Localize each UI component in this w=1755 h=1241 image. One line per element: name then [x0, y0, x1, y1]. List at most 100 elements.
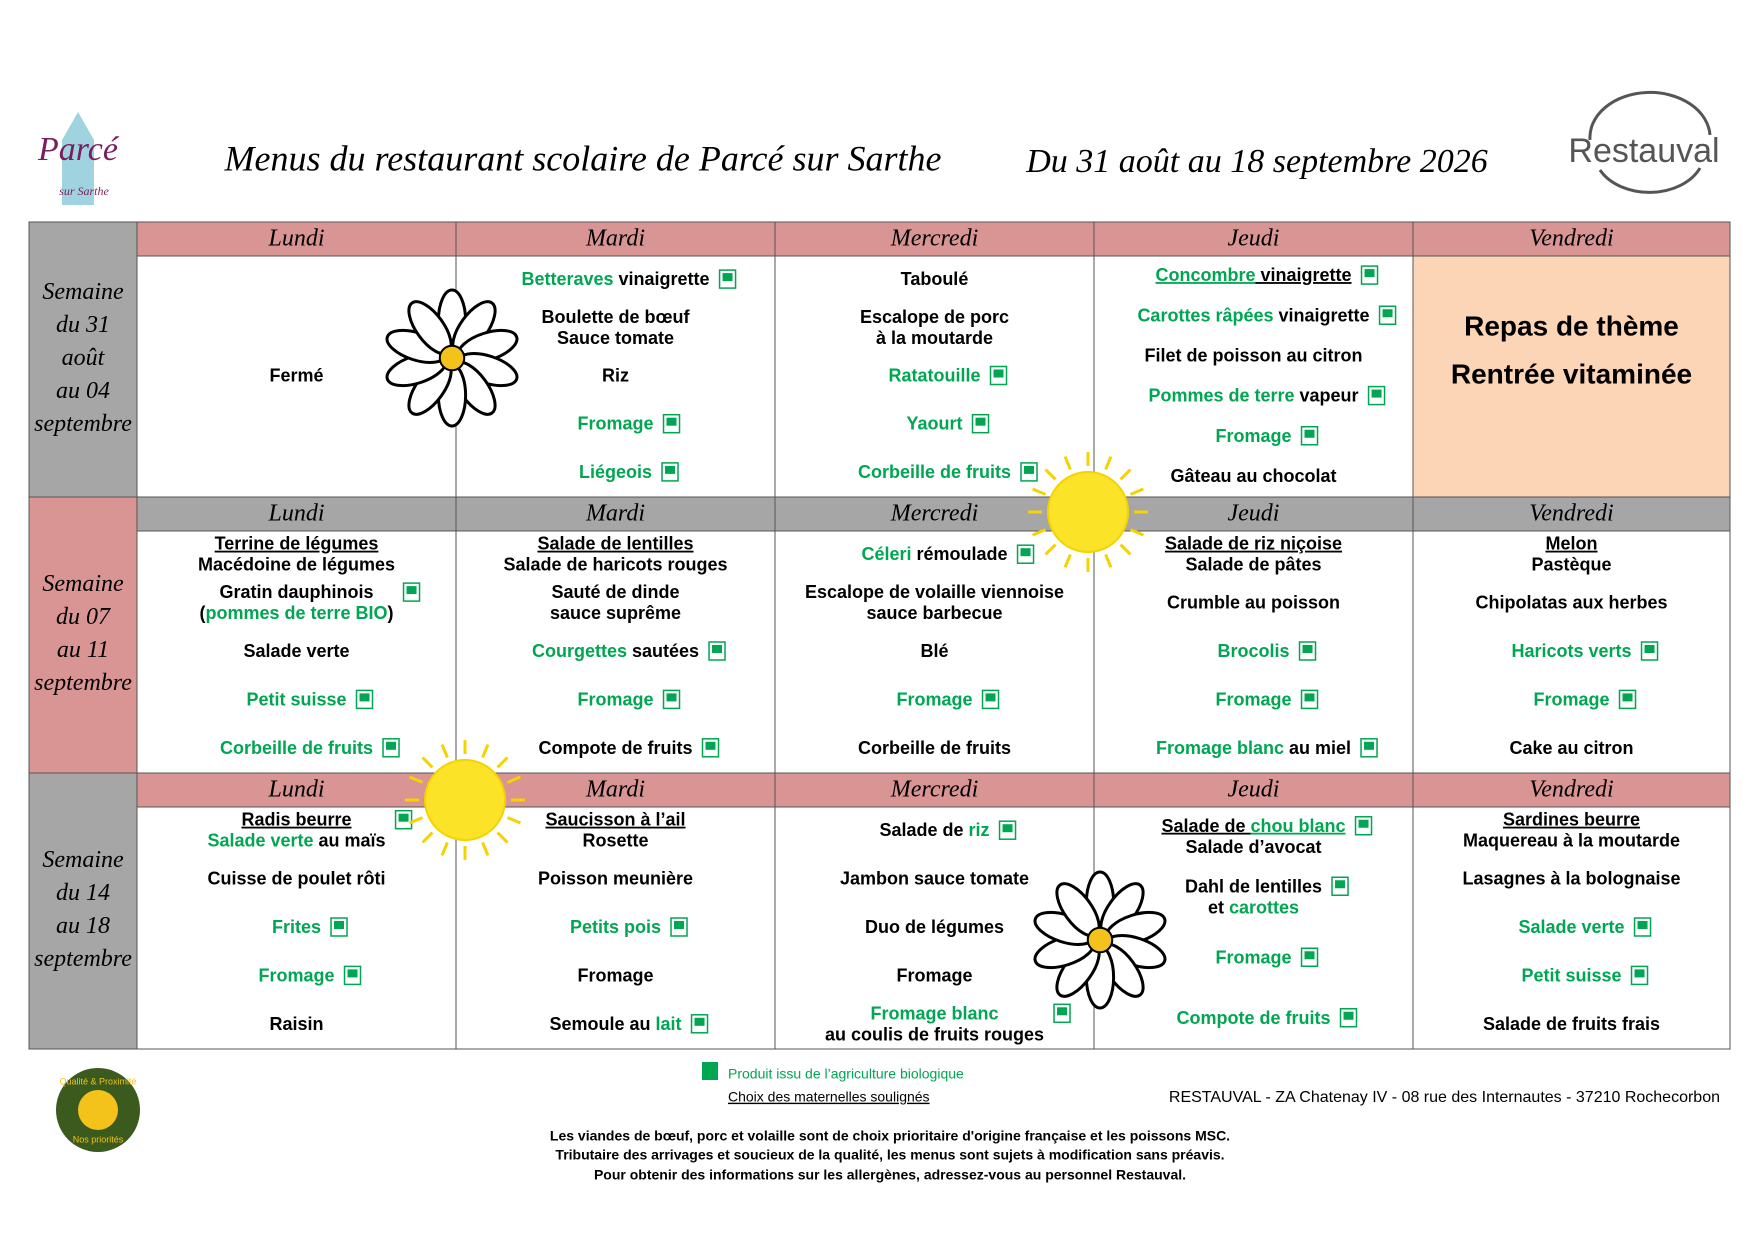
menu-text: Macédoine de légumes: [198, 554, 395, 574]
menu-text: Blé: [920, 641, 948, 661]
menu-line: Fromage: [577, 689, 653, 709]
menu-line: Salade de lentilles: [537, 533, 693, 553]
menu-text: Salade verte: [207, 830, 313, 850]
menu-text: Sauté de dinde: [551, 582, 679, 602]
menu-line: Raisin: [269, 1014, 323, 1034]
ab-mark: [1343, 1011, 1354, 1020]
menu-line: Concombre vinaigrette: [1155, 265, 1351, 285]
day-header: [136, 772, 457, 808]
sun-ray: [1031, 487, 1047, 496]
ab-mark: [1371, 389, 1382, 398]
day-name: Mercredi: [890, 226, 979, 252]
menu-text: chou blanc: [1251, 816, 1346, 836]
menu-line: (pommes de terre BIO): [199, 603, 393, 623]
menu-text: riz: [969, 820, 990, 840]
ab-icon: [670, 917, 688, 937]
ab-mark: [1634, 969, 1645, 978]
ab-icon: [971, 413, 990, 434]
ab-mark: [406, 586, 417, 595]
day-name: Mercredi: [890, 501, 979, 527]
menu-text: Repas de thème: [1464, 311, 1679, 342]
brand: Restauval: [1568, 132, 1719, 170]
menu-text: Fromage: [577, 689, 653, 709]
sun-ray: [496, 756, 509, 769]
day-name: Lundi: [267, 501, 324, 527]
menu-text: et: [1208, 897, 1229, 917]
week-label: du 07: [56, 604, 111, 630]
day-header: [1093, 772, 1414, 808]
menu-line: Brocolis: [1217, 641, 1289, 661]
menu-text: Jambon sauce tomate: [840, 868, 1029, 888]
menu-text: Salade verte: [243, 641, 349, 661]
menu-text: Fromage: [258, 965, 334, 985]
menu-text: vinaigrette: [614, 269, 710, 289]
menu-text: pommes de terre BIO: [205, 603, 387, 623]
menu-text: Compote de fruits: [538, 738, 692, 758]
sun: [424, 759, 506, 841]
sun-ray: [1104, 553, 1113, 569]
day-name: Jeudi: [1228, 501, 1280, 527]
menu-text: Salade verte: [1518, 917, 1624, 937]
menu-text: Salade de lentilles: [537, 533, 693, 553]
menu-text: Frites: [272, 917, 321, 937]
menu-line: Semoule au lait: [549, 1014, 681, 1034]
ab-icon: [330, 917, 348, 937]
ab-icon: [718, 269, 737, 289]
menu-text: Concombre: [1155, 265, 1255, 285]
sun-ray: [1044, 468, 1057, 481]
menu-cell: [1093, 530, 1414, 774]
menu-text: Duo de légumes: [865, 917, 1004, 937]
menu-line: Salade d’avocat: [1185, 837, 1321, 857]
ab-icon: [1020, 462, 1038, 482]
menu-text: Boulette de bœuf: [542, 307, 691, 327]
menu-line: Fromage blanc au miel: [1156, 738, 1351, 758]
menu-line: Jambon sauce tomate: [840, 868, 1029, 888]
sun-ray: [440, 841, 449, 857]
menu-line: Rosette: [582, 830, 648, 850]
ab-mark: [1644, 645, 1655, 653]
menu-line: Sauté de dinde: [551, 582, 679, 602]
day-name: Vendredi: [1529, 777, 1613, 803]
ab-mark: [1304, 429, 1315, 438]
menu-text: Petits pois: [570, 917, 661, 937]
menu-text: Rosette: [582, 830, 648, 850]
menu-text: Petit suisse: [1521, 965, 1621, 985]
menu-text: Salade de riz niçoise: [1165, 533, 1342, 553]
sun-ray: [1063, 553, 1072, 569]
menu-text: Fromage: [577, 965, 653, 985]
menu-line: Liégeois: [579, 462, 652, 482]
menu-line: Salade de riz: [879, 820, 989, 840]
menu-text: Saucisson à l’ail: [545, 809, 685, 829]
menu-line: Fromage: [577, 965, 653, 985]
day-header: [1412, 496, 1731, 532]
menu-line: Lasagnes à la bolognaise: [1462, 868, 1680, 888]
menu-text: Fromage: [1215, 947, 1291, 967]
ab-mark: [1382, 309, 1393, 318]
ab-icon: [690, 1014, 709, 1034]
menu-text: Liégeois: [579, 462, 652, 482]
menu-line: Terrine de légumes: [215, 533, 379, 553]
note: Les viandes de bœuf, porc et volaille so…: [550, 1128, 1230, 1144]
menu-text: Chipolatas aux herbes: [1475, 592, 1667, 612]
menu-text: Melon: [1546, 533, 1598, 553]
week-label: au 04: [56, 378, 110, 404]
menu-text: vinaigrette: [1274, 305, 1370, 325]
menu-text: Raisin: [269, 1014, 323, 1034]
address: RESTAUVAL - ZA Chatenay IV - 08 rue des …: [1169, 1089, 1720, 1106]
menu-line: Fromage: [258, 965, 334, 985]
menu-line: Frites: [272, 917, 321, 937]
sun-ray: [1129, 528, 1145, 537]
ab-icon: [989, 365, 1008, 386]
week-label: septembre: [34, 946, 132, 972]
menu-text: Compote de fruits: [1176, 1008, 1330, 1028]
ab-mark: [1637, 921, 1648, 929]
ab-mark: [1364, 741, 1375, 750]
day-header: [774, 496, 1095, 532]
menu-line: Saucisson à l’ail: [545, 809, 685, 829]
ab-mark: [1358, 819, 1369, 828]
menu-cell: [1412, 530, 1731, 774]
week-label: Semaine: [42, 847, 124, 873]
ab-icon: [662, 689, 681, 710]
menu-text: lait: [656, 1014, 682, 1034]
menu-text: Carottes râpées: [1137, 305, 1273, 325]
